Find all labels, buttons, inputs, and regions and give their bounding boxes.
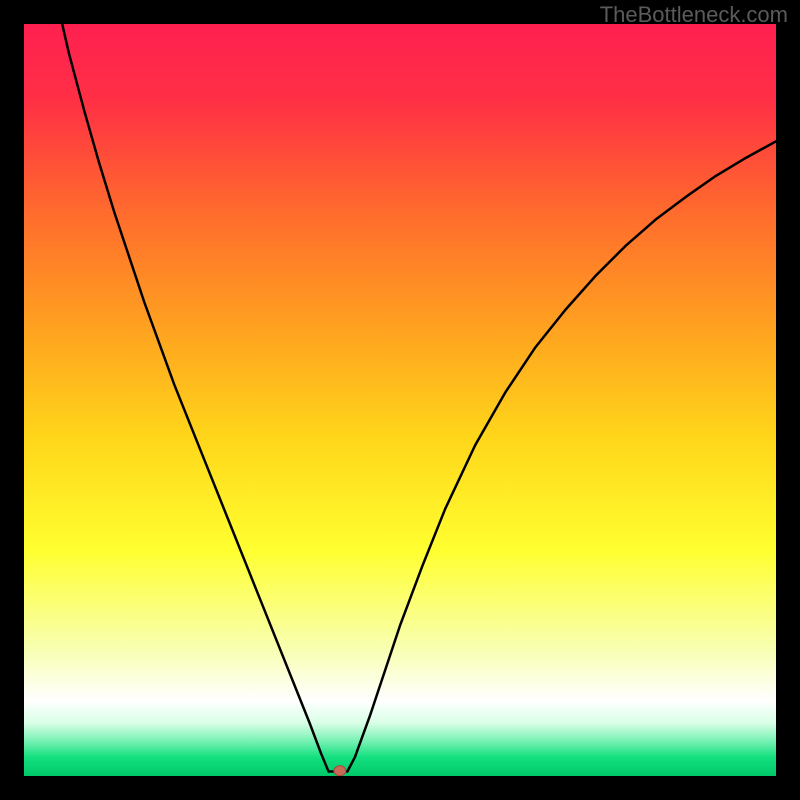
optimum-marker xyxy=(334,766,346,776)
bottleneck-chart: TheBottleneck.com xyxy=(0,0,800,800)
chart-svg xyxy=(0,0,800,800)
plot-background xyxy=(24,24,776,776)
